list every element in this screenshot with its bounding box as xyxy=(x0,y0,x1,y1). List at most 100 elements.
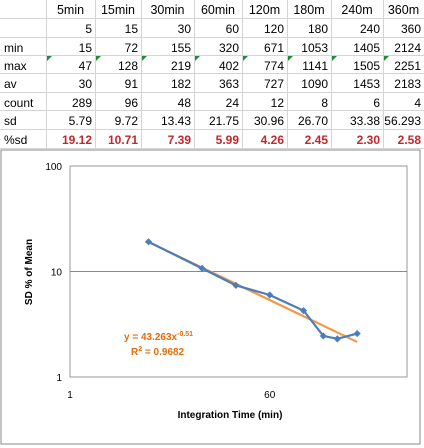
cell-error-indicator xyxy=(288,56,293,61)
chart-object[interactable]: 1 60 1 10 100 Integration Time (min) SD % o… xyxy=(0,149,421,445)
cell-value[interactable]: 15 xyxy=(79,41,93,55)
trendline-equation: y = 43.263x-0.51 xyxy=(124,331,193,343)
cell-value[interactable]: 47 xyxy=(79,59,93,73)
row-label[interactable]: count xyxy=(4,96,34,110)
cell-value[interactable]: 240 xyxy=(360,22,380,36)
data-point[interactable] xyxy=(299,306,308,315)
cell-value[interactable]: 12 xyxy=(271,96,285,110)
cell-value[interactable]: 289 xyxy=(72,96,92,110)
data-point[interactable] xyxy=(232,281,240,289)
trendline-r-squared: R2 = 0.9682 xyxy=(131,346,185,358)
cell-value[interactable]: 5.79 xyxy=(69,114,93,128)
column-header[interactable]: 60min xyxy=(201,3,235,17)
column-header[interactable]: 30min xyxy=(150,3,184,17)
cell-error-indicator xyxy=(384,56,389,61)
cell-value[interactable]: 1505 xyxy=(353,59,380,73)
cell-value[interactable]: 48 xyxy=(178,96,192,110)
cell-error-indicator xyxy=(47,56,52,61)
cell-value[interactable]: 360 xyxy=(401,22,421,36)
cell-error-indicator xyxy=(332,56,337,61)
cell-value[interactable]: 60 xyxy=(226,22,240,36)
cell-value[interactable]: 26.70 xyxy=(298,114,328,128)
cell-value[interactable]: 2251 xyxy=(394,59,421,73)
cell-value[interactable]: 9.72 xyxy=(115,114,139,128)
x-axis-title: Integration Time (min) xyxy=(178,410,283,421)
cell-value[interactable]: 1405 xyxy=(353,41,380,55)
cell-value[interactable]: 72 xyxy=(125,41,139,55)
cell-value[interactable]: 2124 xyxy=(394,41,421,55)
y-axis-title: SD % of Mean xyxy=(24,239,35,305)
x-axis-tick-labels: 1 60 xyxy=(67,390,276,401)
cell-value[interactable]: 56.293 xyxy=(384,114,421,128)
cell-value[interactable]: 91 xyxy=(125,77,139,91)
y-tick-label: 100 xyxy=(45,162,62,173)
row-label[interactable]: max xyxy=(4,59,27,73)
column-header[interactable]: 5min xyxy=(57,3,84,17)
cell-value[interactable]: 727 xyxy=(264,77,284,91)
cell-value[interactable]: 33.38 xyxy=(350,114,380,128)
equation-exponent: -0.51 xyxy=(177,331,193,338)
cell-value[interactable]: 4 xyxy=(414,96,421,110)
cell-value[interactable]: 7.39 xyxy=(168,133,192,147)
column-header[interactable]: 360m xyxy=(388,3,419,17)
cell-value[interactable]: 120 xyxy=(264,22,284,36)
data-point[interactable] xyxy=(319,332,327,340)
data-point[interactable] xyxy=(333,335,341,343)
cell-value[interactable]: 6 xyxy=(373,96,380,110)
cell-error-indicator xyxy=(96,56,101,61)
cell-value[interactable]: 96 xyxy=(125,96,139,110)
cell-value[interactable]: 15 xyxy=(125,22,139,36)
cell-value[interactable]: 2.58 xyxy=(398,133,422,147)
column-header[interactable]: 120m xyxy=(249,3,280,17)
cell-value[interactable]: 155 xyxy=(171,41,191,55)
cell-value[interactable]: 180 xyxy=(308,22,328,36)
equation-base: y = 43.263x xyxy=(124,332,178,343)
cell-value[interactable]: 1141 xyxy=(302,59,328,73)
r2-base: R xyxy=(131,347,139,358)
data-point[interactable] xyxy=(198,264,206,272)
x-tick-label: 1 xyxy=(67,390,73,401)
r2-exponent: 2 xyxy=(138,346,142,353)
row-label[interactable]: min xyxy=(4,41,23,55)
column-header[interactable]: 240m xyxy=(341,3,372,17)
cell-value[interactable]: 128 xyxy=(118,59,138,73)
r2-value: = 0.9682 xyxy=(142,347,184,358)
cell-value[interactable]: 219 xyxy=(171,59,191,73)
cell-value[interactable]: 5 xyxy=(85,22,92,36)
cell-value[interactable]: 2183 xyxy=(394,77,421,91)
cell-value[interactable]: 30.96 xyxy=(254,114,284,128)
cell-value[interactable]: 1090 xyxy=(301,77,328,91)
cell-value[interactable]: 21.75 xyxy=(209,114,239,128)
row-label[interactable]: av xyxy=(4,77,17,91)
cell-value[interactable]: 2.45 xyxy=(305,133,329,147)
cell-value[interactable]: 30 xyxy=(79,77,93,91)
cell-value[interactable]: 5.99 xyxy=(216,133,240,147)
cell-value[interactable]: 182 xyxy=(171,77,191,91)
cell-value[interactable]: 13.43 xyxy=(161,114,191,128)
cell-value[interactable]: 2.30 xyxy=(357,133,381,147)
cell-value[interactable]: 402 xyxy=(219,59,239,73)
cell-value[interactable]: 1053 xyxy=(301,41,328,55)
cell-value[interactable]: 363 xyxy=(219,77,239,91)
column-header[interactable]: 180m xyxy=(293,3,324,17)
cell-value[interactable]: 1453 xyxy=(353,77,380,91)
cell-value[interactable]: 24 xyxy=(226,96,240,110)
cell-value[interactable]: 320 xyxy=(219,41,239,55)
column-header[interactable]: 15min xyxy=(101,3,135,17)
data-point[interactable] xyxy=(266,291,274,299)
cell-value[interactable]: 10.71 xyxy=(108,133,138,147)
cell-value[interactable]: 671 xyxy=(264,41,284,55)
data-point[interactable] xyxy=(353,329,361,338)
row-label[interactable]: %sd xyxy=(4,133,27,147)
row-label[interactable]: sd xyxy=(4,114,17,128)
cell-value[interactable]: 774 xyxy=(264,59,284,73)
cell-grid xyxy=(0,0,424,149)
cell-value[interactable]: 4.26 xyxy=(261,133,285,147)
y-tick-label: 10 xyxy=(51,268,63,279)
cell-value[interactable]: 19.12 xyxy=(62,133,92,147)
cell-value[interactable]: 8 xyxy=(321,96,328,110)
cell-value[interactable]: 30 xyxy=(178,22,192,36)
data-point[interactable] xyxy=(144,238,153,246)
